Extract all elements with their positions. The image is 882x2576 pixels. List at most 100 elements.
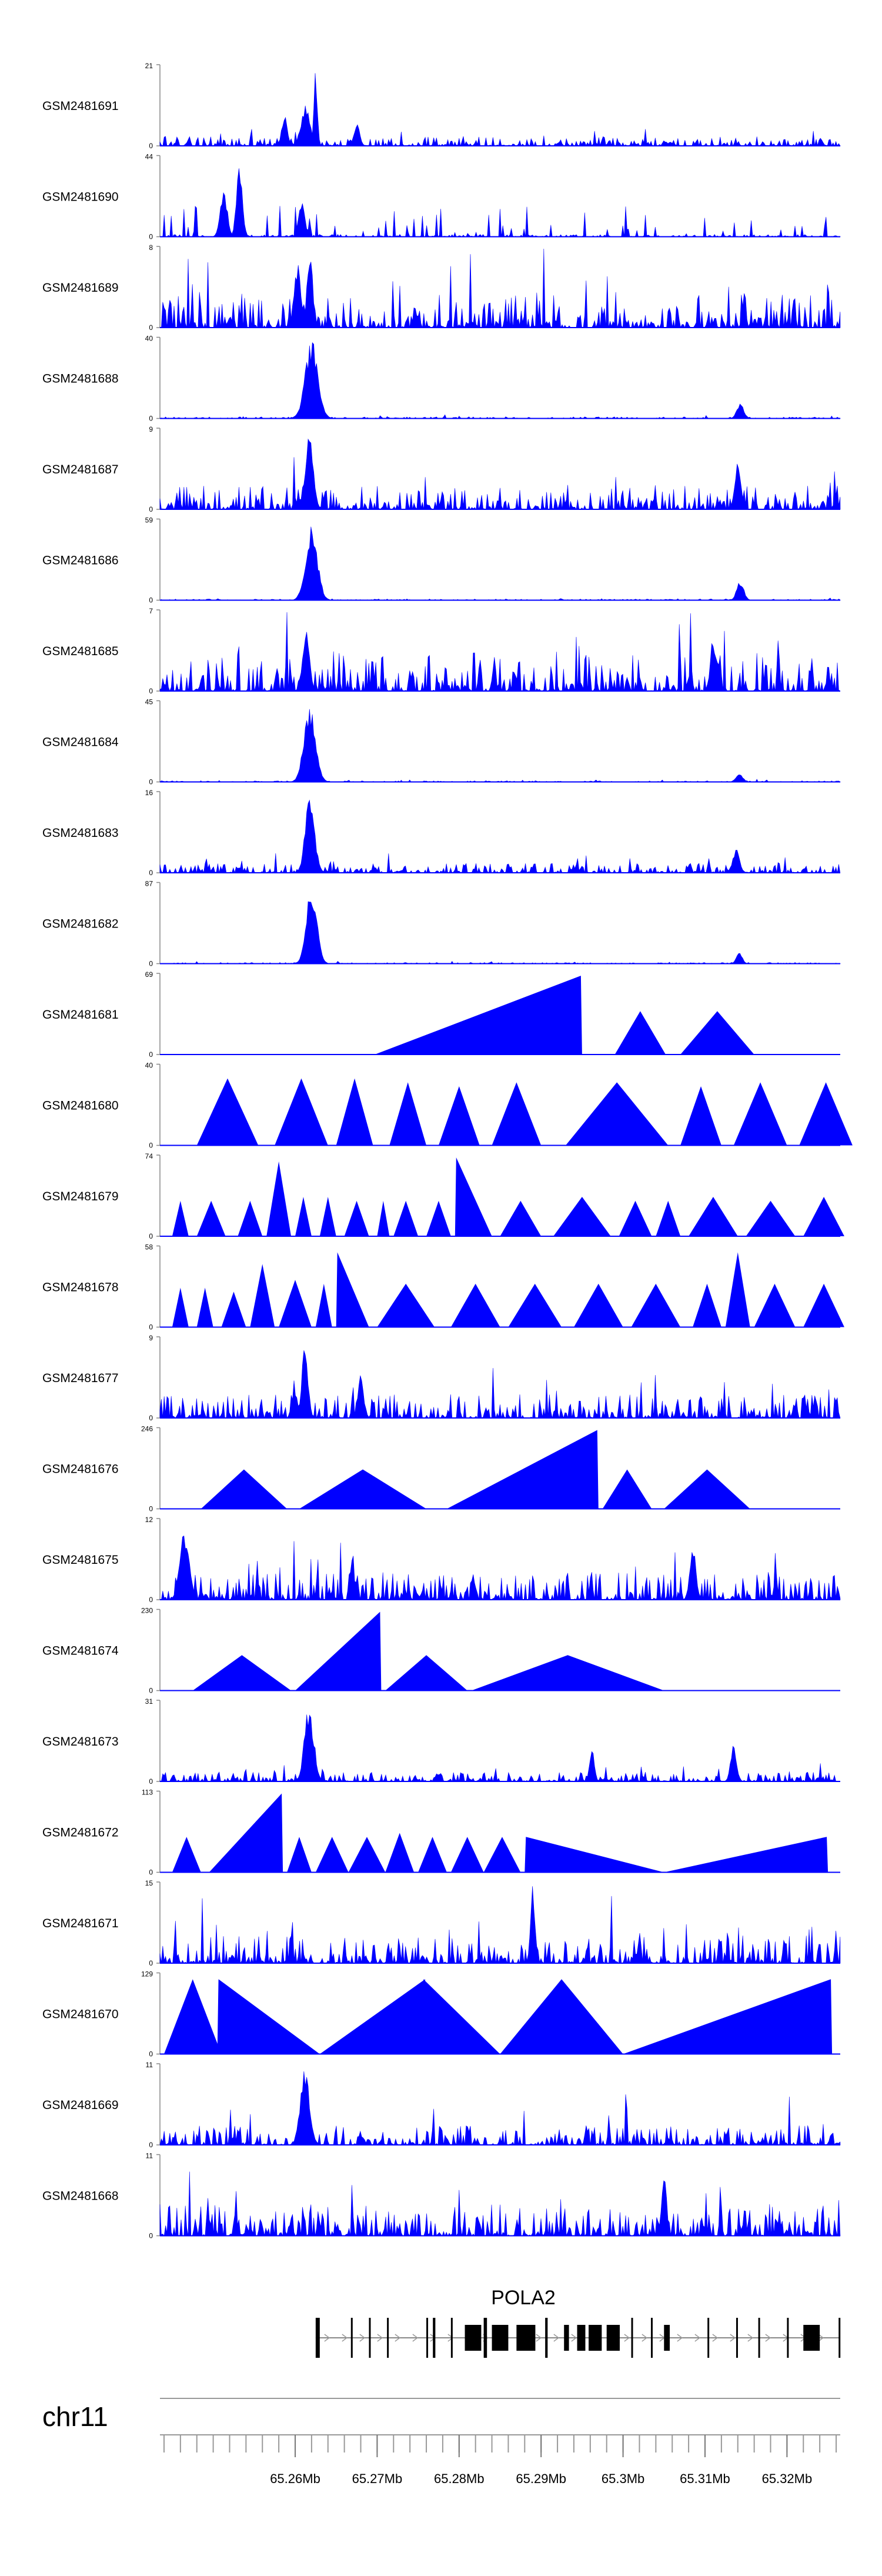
coverage-triangle — [500, 1979, 623, 2054]
y-zero-label: 0 — [149, 1050, 153, 1059]
coverage-triangle — [315, 1283, 332, 1327]
y-zero-label: 0 — [149, 1596, 153, 1604]
y-max-label: 44 — [145, 153, 153, 161]
strand-arrow — [730, 2334, 736, 2342]
exon — [492, 2325, 509, 2351]
track-label: GSM2481686 — [42, 554, 119, 568]
coverage-area — [159, 438, 841, 510]
coverage-area — [159, 248, 841, 329]
coverage-area — [159, 799, 841, 874]
gene-model — [315, 2318, 841, 2358]
track-GSM2481688: GSM2481688 40 0 — [42, 335, 841, 423]
y-max-label: 59 — [145, 516, 153, 525]
coverage-triangle — [508, 1283, 562, 1327]
coverage-triangle — [196, 1078, 259, 1146]
y-max-label: 12 — [145, 1516, 153, 1524]
coverage-triangle — [385, 1833, 415, 1873]
track-GSM2481681: GSM2481681 69 0 — [42, 970, 840, 1059]
y-max-label: 11 — [146, 2152, 153, 2160]
coverage-triangle — [471, 1655, 664, 1691]
y-max-label: 21 — [145, 62, 153, 70]
track-GSM2481687: GSM2481687 9 0 — [42, 425, 841, 513]
coverage-triangle — [217, 1979, 320, 2054]
y-zero-label: 0 — [149, 1414, 153, 1422]
y-zero-label: 0 — [149, 2141, 153, 2149]
coverage-triangle — [209, 1793, 283, 1873]
y-max-label: 69 — [145, 970, 153, 979]
coverage-triangle — [377, 1200, 390, 1236]
coverage-area — [159, 612, 840, 692]
y-max-label: 113 — [142, 1788, 153, 1797]
track-label: GSM2481690 — [42, 191, 119, 204]
y-max-label: 230 — [141, 1607, 153, 1615]
strand-arrow — [359, 2334, 366, 2342]
track-label: GSM2481683 — [42, 826, 119, 840]
track-GSM2481690: GSM2481690 44 0 — [42, 153, 841, 241]
track-GSM2481680: GSM2481680 40 0 — [42, 1062, 853, 1150]
y-max-label: 16 — [145, 789, 153, 797]
chromosome-label: chr11 — [42, 2401, 108, 2432]
coverage-triangle — [295, 1197, 312, 1236]
coverage-triangle — [295, 1611, 382, 1691]
track-label: GSM2481691 — [42, 99, 119, 113]
coverage-triangle — [299, 1469, 427, 1509]
coverage-triangle — [799, 1082, 853, 1146]
coverage-area — [159, 1886, 841, 1964]
coverage-triangle — [344, 1200, 369, 1236]
y-zero-label: 0 — [149, 1959, 153, 1967]
exon — [369, 2318, 371, 2358]
y-max-label: 15 — [145, 1879, 153, 1887]
coverage-triangle — [680, 1011, 754, 1055]
y-max-label: 74 — [145, 1152, 153, 1160]
y-zero-label: 0 — [149, 960, 153, 968]
exon — [631, 2318, 633, 2358]
coverage-triangle — [275, 1078, 328, 1146]
coverage-triangle — [725, 1252, 750, 1327]
coverage-triangle — [319, 1979, 427, 2054]
y-zero-label: 0 — [149, 415, 153, 423]
y-zero-label: 0 — [149, 1777, 153, 1786]
track-GSM2481686: GSM2481686 59 0 — [42, 516, 841, 605]
track-label: GSM2481668 — [42, 2190, 119, 2203]
coverage-triangle — [375, 976, 582, 1055]
exon — [426, 2318, 429, 2358]
coverage-triangle — [287, 1837, 312, 1873]
exon — [516, 2325, 536, 2351]
y-zero-label: 0 — [149, 1323, 153, 1332]
genome-axis: chr11 65.26Mb 65.27Mb 65.28Mb 65.29Mb 65.3Mb… — [42, 2398, 840, 2486]
coverage-area — [159, 526, 841, 600]
coverage-triangle — [319, 1197, 336, 1236]
strand-arrow — [324, 2334, 330, 2342]
track-GSM2481689: GSM2481689 8 0 — [42, 243, 841, 332]
strand-arrow — [677, 2334, 683, 2342]
exon — [564, 2325, 569, 2351]
track-label: GSM2481688 — [42, 372, 119, 386]
coverage-triangle — [446, 1430, 599, 1509]
y-zero-label: 0 — [149, 505, 153, 513]
y-zero-label: 0 — [149, 1232, 153, 1240]
exon — [758, 2318, 760, 2358]
coverage-triangle — [689, 1197, 738, 1236]
track-label: GSM2481676 — [42, 1463, 119, 1476]
track-GSM2481682: GSM2481682 87 0 — [42, 880, 841, 968]
track-GSM2481683: GSM2481683 16 0 — [42, 789, 841, 877]
axis-tick-label: 65.28Mb — [434, 2471, 485, 2486]
track-label: GSM2481677 — [42, 1372, 119, 1385]
strand-arrow — [765, 2334, 771, 2342]
coverage-triangle — [746, 1200, 796, 1236]
coverage-triangle — [614, 1011, 666, 1055]
track-GSM2481691: GSM2481691 21 0 — [42, 62, 841, 150]
exon — [787, 2318, 789, 2358]
coverage-triangle — [573, 1283, 623, 1327]
track-label: GSM2481675 — [42, 1553, 119, 1567]
coverage-area — [160, 901, 841, 964]
track-label: GSM2481671 — [42, 1917, 119, 1930]
exon — [650, 2318, 653, 2358]
coverage-triangle — [418, 1837, 447, 1873]
coverage-triangle — [250, 1264, 275, 1327]
exon — [606, 2325, 620, 2351]
strand-arrow — [694, 2334, 701, 2342]
strand-arrow — [536, 2334, 542, 2342]
strand-arrow — [747, 2334, 754, 2342]
